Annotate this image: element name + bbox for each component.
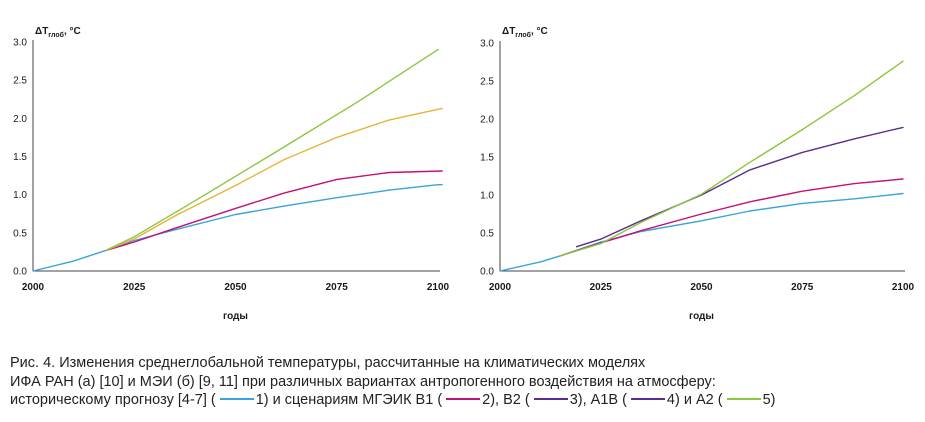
caption-text-1: историческому прогнозу [4-7] ( [10,392,216,408]
x-tick-label: 2025 [590,282,613,293]
series-line-1 [499,192,904,272]
series-line-4 [105,48,439,252]
y-tick-label: 3.0 [13,38,27,49]
y-tick-label: 2.5 [13,76,27,87]
x-tick-label: 2050 [690,282,713,293]
y-tick-label: 1.5 [13,152,27,163]
y-tick-label: 2.5 [480,77,494,88]
y-axis-title-main: ΔT [35,26,48,37]
y-tick-label: 3.0 [480,39,494,50]
chart-b: ΔTглоб, °C 0.0 0.5 1.0 1.5 2.0 2.5 3.0 2000 2025 2… [480,26,915,322]
series-line-2 [105,170,443,252]
caption-text-2: 1) и сценариям МГЭИК В1 ( [255,392,443,408]
caption-text-5: 4) и А2 ( [666,392,723,408]
series-line-1 [32,184,443,272]
series-line-2 [559,178,904,257]
caption-text-3: 2), В2 ( [482,392,530,408]
x-tick-label: 2025 [123,282,146,293]
legend-swatch-4 [630,397,665,400]
x-tick-label: 2075 [326,282,349,293]
y-axis-title-sub: глоб [515,31,531,39]
y-axis-title-unit: , °C [531,26,548,37]
x-tick-label: 2075 [791,282,814,293]
y-tick-label: 0.5 [480,229,494,240]
caption-line-2: ИФА РАН (а) [10] и МЭИ (б) [9, 11] при р… [10,373,716,390]
y-axis-title-main: ΔT [502,26,515,37]
series-line-3 [105,107,443,252]
caption-line-3: историческому прогнозу [4-7] ( 1) и сцена… [10,391,910,410]
legend-swatch-3 [533,397,568,400]
legend-swatch-5 [726,397,761,400]
x-tick-label: 2100 [892,282,915,293]
y-axis-title-sub: глоб [48,31,64,39]
legend-swatch-1 [219,397,254,400]
series-line-3 [575,126,904,248]
y-tick-label: 2.0 [13,114,27,125]
y-axis-title: ΔTглоб, °C [35,26,81,39]
y-tick-label: 0.0 [13,267,27,278]
legend-swatch-2 [446,397,481,400]
series-line-4 [559,60,904,257]
y-tick-label: 1.5 [480,153,494,164]
y-tick-label: 1.0 [480,191,494,202]
x-axis-title: годы [689,311,714,322]
caption-text-4: 3), А1В ( [569,392,627,408]
caption-line-1: Рис. 4. Изменения среднеглобальной темпе… [10,355,646,371]
y-axis-title: ΔTглоб, °C [502,26,548,39]
x-axis-title: годы [223,311,248,322]
y-tick-label: 0.5 [13,228,27,239]
caption-text-6: 5) [762,392,776,408]
y-axis-title-unit: , °C [64,26,81,37]
chart-a: ΔTглоб, °C 0.0 0.5 1.0 1.5 2.0 2.5 3.0 2000 2025 2… [13,26,450,322]
x-tick-label: 2100 [427,282,450,293]
figure-caption: Рис. 4. Изменения среднеглобальной темпе… [10,354,910,410]
x-tick-label: 2000 [22,282,45,293]
y-tick-label: 2.0 [480,115,494,126]
x-tick-label: 2000 [489,282,512,293]
y-tick-label: 1.0 [13,190,27,201]
x-tick-label: 2050 [224,282,247,293]
y-tick-label: 0.0 [480,267,494,278]
